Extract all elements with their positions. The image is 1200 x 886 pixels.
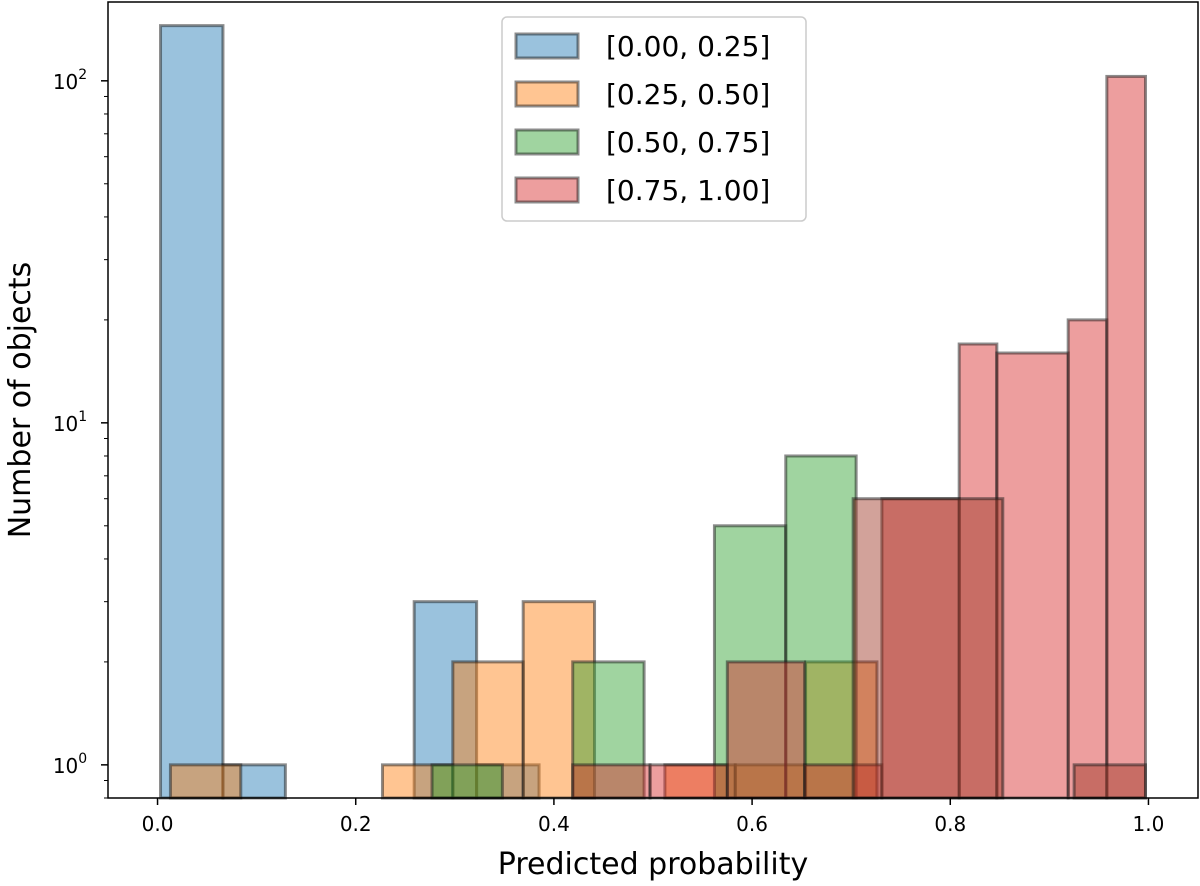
legend-swatch: [514, 128, 580, 156]
legend-swatch: [514, 80, 580, 108]
bar: [571, 660, 646, 800]
bar: [1066, 318, 1109, 800]
bar: [1072, 763, 1147, 800]
bar: [784, 454, 858, 800]
y-axis-label: Number of objects: [3, 262, 38, 539]
x-axis: 0.0 0.2 0.4 0.6 0.8 1.0: [142, 798, 1165, 836]
x-tick-label: 1.0: [1133, 812, 1165, 836]
legend-label: [0.00, 0.25]: [606, 30, 770, 63]
legend-label: [0.25, 0.50]: [606, 78, 770, 111]
bars-layer: [159, 24, 1147, 800]
bar: [851, 497, 1005, 800]
bar: [571, 763, 652, 800]
legend-label: [0.50, 0.75]: [606, 126, 770, 159]
series-4: [571, 74, 1147, 800]
x-tick-label: 0.6: [736, 812, 768, 836]
bar: [159, 24, 225, 800]
y-tick-exponent: 1: [78, 409, 87, 425]
bar: [995, 351, 1070, 800]
x-tick-label: 0.8: [934, 812, 966, 836]
series-2: [168, 600, 879, 800]
legend-swatch: [514, 32, 580, 60]
bar: [430, 763, 504, 800]
x-axis-label: Predicted probability: [498, 847, 808, 882]
bar: [648, 763, 729, 800]
series-5: [851, 497, 1147, 800]
x-tick-label: 0.0: [142, 812, 174, 836]
x-tick-label: 0.2: [340, 812, 372, 836]
bar: [221, 763, 287, 800]
y-tick-exponent: 0: [78, 751, 87, 767]
bar: [168, 763, 243, 800]
legend-box: [501, 16, 807, 222]
plot-frame: [107, 1, 1199, 799]
legend-label: [0.75, 1.00]: [606, 174, 770, 207]
bar: [1105, 74, 1147, 800]
bar: [725, 660, 807, 800]
y-tick-exponent: 2: [78, 67, 87, 83]
legend-swatch: [514, 176, 580, 204]
bar: [733, 763, 808, 800]
legend: [0.00, 0.25] [0.25, 0.50] [0.50, 0.75] [0.7…: [501, 16, 807, 222]
bar: [803, 763, 884, 800]
bar: [957, 342, 999, 800]
x-tick-label: 0.4: [538, 812, 570, 836]
